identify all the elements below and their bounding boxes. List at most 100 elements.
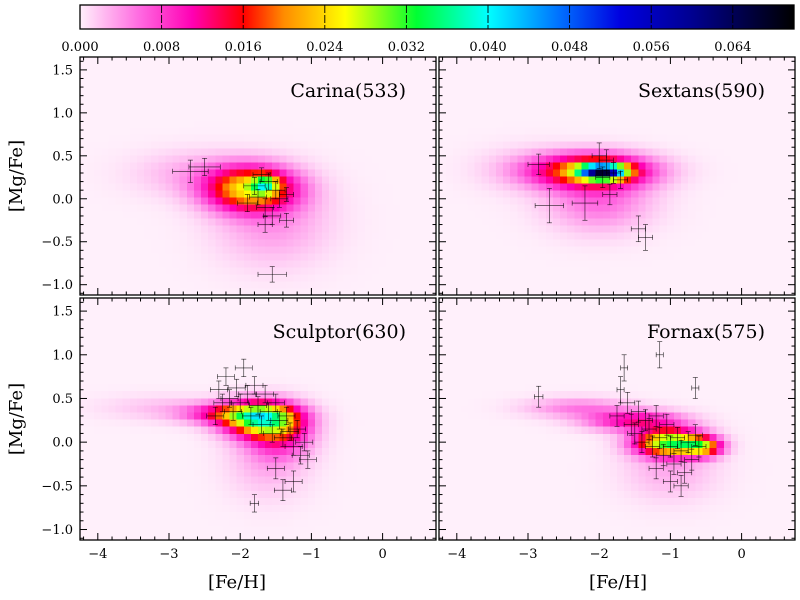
heatmap-cell [265,340,273,349]
heatmap-cell [101,169,110,177]
heatmap-cell [709,113,718,121]
heatmap-cell [293,78,302,86]
heatmap-cell [243,376,252,385]
heatmap-cell [364,404,373,413]
heatmap-cell [695,78,704,86]
heatmap-cell [538,267,547,275]
heatmap-cell [624,169,632,177]
heatmap-cell [144,305,152,313]
heatmap-cell [745,169,753,177]
heatmap-cell [258,504,266,513]
heatmap-cell [364,490,373,498]
heatmap-cell [129,447,138,456]
heatmap-cell [609,64,618,72]
heatmap-cell [115,305,124,313]
heatmap-cell [467,232,476,240]
heatmap-cell [80,440,88,449]
heatmap-cell [151,454,159,463]
heatmap-cell [186,319,195,328]
heatmap-cell [250,362,259,370]
heatmap-cell [193,426,202,434]
density-heatmap [439,57,795,295]
heatmap-cell [688,225,696,233]
heatmap-cell [386,354,394,363]
heatmap-cell [307,411,316,420]
heatmap-cell [322,347,330,356]
heatmap-cell [208,99,216,107]
heatmap-cell [595,218,604,226]
y-tick-label: −1.0 [41,278,73,293]
heatmap-cell [172,518,181,527]
heatmap-cell [322,225,330,233]
heatmap-cell [343,426,352,434]
heatmap-cell [329,419,337,427]
heatmap-cell [279,532,288,540]
heatmap-cell [645,148,654,156]
heatmap-cell [730,127,739,135]
heatmap-cell [460,225,469,233]
heatmap-cell [108,390,117,399]
heatmap-cell [208,383,216,392]
y-tick-label: −0.5 [41,235,73,250]
heatmap-cell [428,260,436,268]
heatmap-cell [286,347,295,356]
heatmap-cell [357,155,366,163]
heatmap-cell [201,511,209,520]
heatmap-cell [688,99,696,107]
heatmap-cell [617,71,625,79]
heatmap-cell [659,232,668,240]
heatmap-cell [666,127,675,135]
heatmap-cell [595,99,604,107]
heatmap-cell [286,461,295,470]
heatmap-cell [752,260,760,268]
heatmap-cell [208,376,216,385]
heatmap-cell [488,246,497,254]
heatmap-cell [229,155,238,163]
heatmap-cell [193,176,202,184]
heatmap-cell [314,239,323,247]
heatmap-cell [581,134,590,142]
heatmap-cell [773,239,782,247]
heatmap-cell [357,305,366,313]
heatmap-cell [258,347,266,356]
heatmap-cell [307,347,316,356]
heatmap-cell [314,211,323,219]
heatmap-cell [193,204,202,212]
heatmap-cell [531,64,540,72]
heatmap-cell [293,183,302,191]
heatmap-cell [350,183,359,191]
heatmap-cell [307,176,316,184]
heatmap-cell [780,92,789,100]
heatmap-cell [421,211,430,219]
heatmap-cell [136,120,145,128]
heatmap-cell [229,267,238,275]
heatmap-cell [350,354,359,363]
heatmap-cell [467,253,476,261]
heatmap-cell [115,127,124,135]
heatmap-cell [279,92,288,100]
heatmap-cell [322,148,330,156]
heatmap-cell [357,260,366,268]
heatmap-cell [350,99,359,107]
heatmap-cell [122,532,131,540]
heatmap-cell [595,71,604,79]
heatmap-cell [588,71,597,79]
heatmap-cell [407,64,416,72]
heatmap-cell [602,281,611,289]
colorbar-ticks [79,5,734,29]
heatmap-cell [400,183,409,191]
heatmap-cell [343,85,352,93]
heatmap-cell [730,120,739,128]
heatmap-cell [773,197,782,205]
heatmap-cell [495,281,504,289]
heatmap-cell [780,176,789,184]
heatmap-cell [222,390,231,399]
heatmap-cell [666,246,675,254]
heatmap-cell [503,134,511,142]
heatmap-cell [624,267,632,275]
heatmap-cell [201,190,209,198]
heatmap-cell [343,106,352,114]
heatmap-cell [481,274,490,282]
heatmap-cell [386,468,394,477]
heatmap-cell [745,183,753,191]
